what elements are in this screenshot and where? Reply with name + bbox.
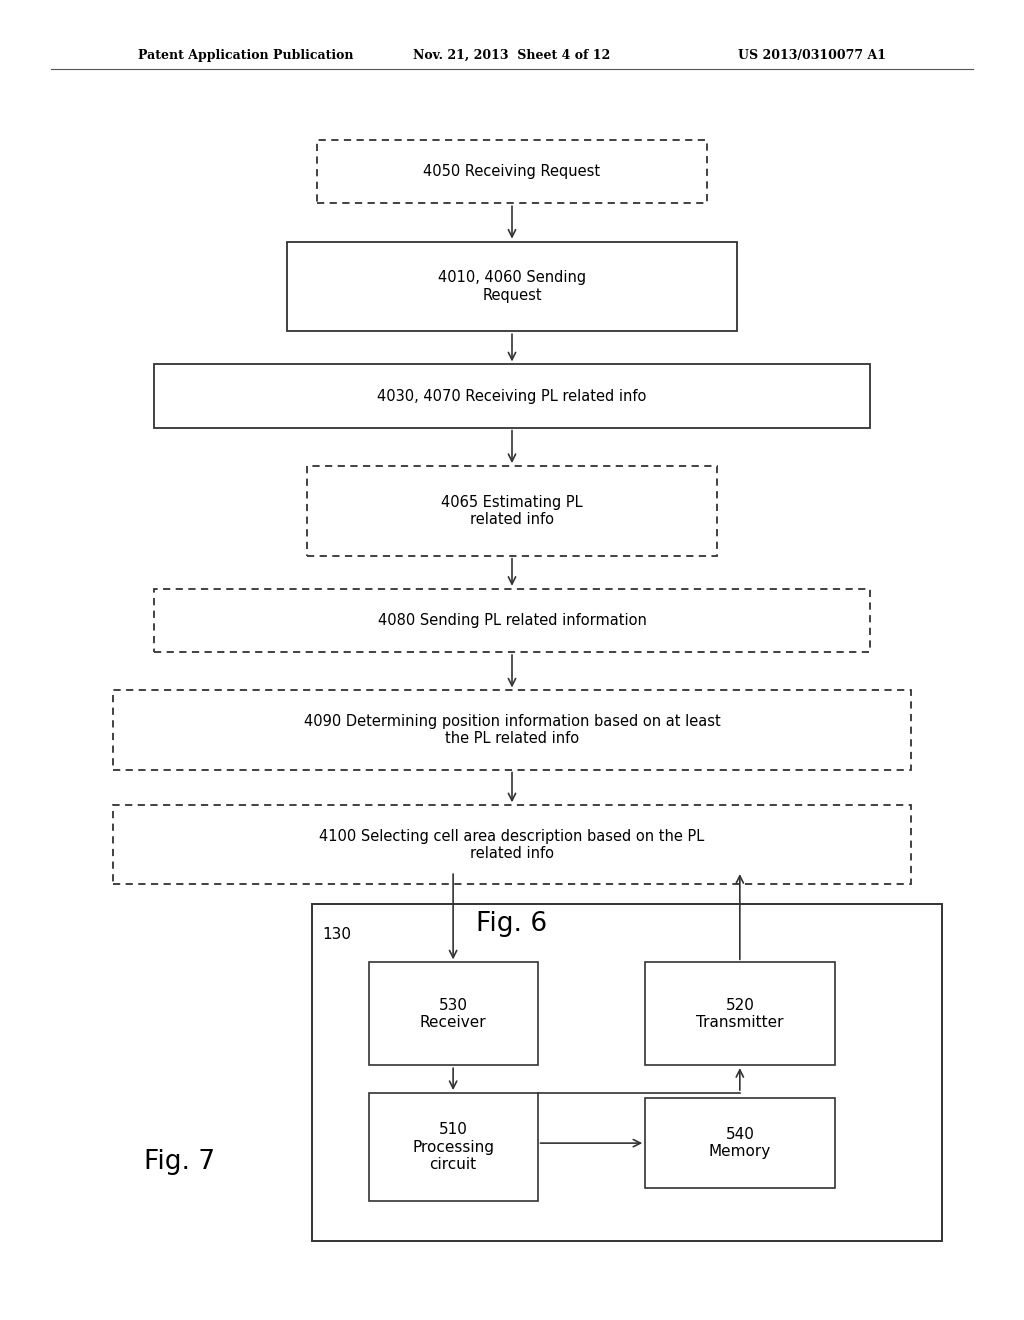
Text: 130: 130	[323, 927, 351, 941]
Text: Patent Application Publication: Patent Application Publication	[138, 49, 353, 62]
Text: Nov. 21, 2013  Sheet 4 of 12: Nov. 21, 2013 Sheet 4 of 12	[414, 49, 610, 62]
FancyBboxPatch shape	[307, 466, 717, 556]
Text: 4080 Sending PL related information: 4080 Sending PL related information	[378, 612, 646, 628]
FancyBboxPatch shape	[317, 140, 707, 203]
FancyBboxPatch shape	[287, 242, 737, 331]
Text: 4090 Determining position information based on at least
the PL related info: 4090 Determining position information ba…	[304, 714, 720, 746]
FancyBboxPatch shape	[154, 589, 870, 652]
Text: 4030, 4070 Receiving PL related info: 4030, 4070 Receiving PL related info	[377, 388, 647, 404]
FancyBboxPatch shape	[113, 805, 911, 884]
Text: 4010, 4060 Sending
Request: 4010, 4060 Sending Request	[438, 271, 586, 302]
Text: US 2013/0310077 A1: US 2013/0310077 A1	[737, 49, 886, 62]
Text: 4100 Selecting cell area description based on the PL
related info: 4100 Selecting cell area description bas…	[319, 829, 705, 861]
Text: 540
Memory: 540 Memory	[709, 1127, 771, 1159]
Text: 530
Receiver: 530 Receiver	[420, 998, 486, 1030]
FancyBboxPatch shape	[369, 962, 538, 1065]
Text: 510
Processing
circuit: 510 Processing circuit	[412, 1122, 495, 1172]
Text: 520
Transmitter: 520 Transmitter	[696, 998, 783, 1030]
FancyBboxPatch shape	[645, 1098, 835, 1188]
FancyBboxPatch shape	[369, 1093, 538, 1201]
Text: Fig. 6: Fig. 6	[476, 911, 548, 937]
Text: Fig. 7: Fig. 7	[143, 1148, 215, 1175]
FancyBboxPatch shape	[113, 690, 911, 770]
Text: 4050 Receiving Request: 4050 Receiving Request	[424, 164, 600, 180]
FancyBboxPatch shape	[312, 904, 942, 1241]
Text: 4065 Estimating PL
related info: 4065 Estimating PL related info	[441, 495, 583, 527]
FancyBboxPatch shape	[645, 962, 835, 1065]
FancyBboxPatch shape	[154, 364, 870, 428]
